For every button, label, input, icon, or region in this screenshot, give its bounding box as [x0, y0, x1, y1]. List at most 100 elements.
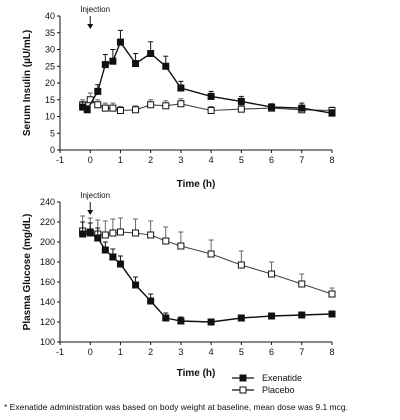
insulin-exenatide-point	[207, 92, 215, 100]
insulin-placebo-point	[116, 106, 124, 114]
insulin-y-tick-label: 40	[45, 11, 55, 21]
glucose-exenatide-point	[101, 246, 109, 254]
glucose-exenatide-point	[207, 318, 215, 326]
glucose-placebo-point	[132, 229, 140, 237]
insulin-y-tick-label: 35	[45, 28, 55, 38]
glucose-x-axis-title: Time (h)	[177, 368, 216, 379]
insulin-placebo-point	[237, 105, 245, 113]
insulin-y-tick-label: 15	[45, 95, 55, 105]
insulin-x-tick-label: 1	[118, 155, 123, 165]
insulin-exenatide-point	[268, 103, 276, 111]
insulin-exenatide-point	[101, 61, 109, 69]
glucose-y-tick-label: 100	[40, 337, 55, 347]
insulin-injection-arrow-head	[87, 24, 94, 29]
glucose-placebo-point	[101, 231, 109, 239]
glucose-x-tick-label: 3	[178, 347, 183, 357]
legend: Exenatide Placebo	[232, 373, 302, 395]
insulin-x-tick-label: 4	[209, 155, 214, 165]
footnote: * Exenatide administration was based on …	[4, 402, 348, 412]
glucose-exenatide-point	[109, 253, 117, 261]
insulin-x-tick-label: 7	[299, 155, 304, 165]
glucose-y-tick-label: 120	[40, 317, 55, 327]
insulin-exenatide-point	[83, 106, 91, 114]
insulin-x-tick-label: 5	[239, 155, 244, 165]
glucose-exenatide-point	[162, 314, 170, 322]
insulin-y-tick-label: 5	[50, 128, 55, 138]
insulin-injection-label: Injection	[80, 5, 110, 14]
insulin-x-axis-title: Time (h)	[177, 179, 216, 190]
insulin-x-tick-label: 3	[178, 155, 183, 165]
insulin-placebo-point	[132, 106, 140, 114]
insulin-y-tick-label: 10	[45, 112, 55, 122]
glucose-y-tick-label: 240	[40, 197, 55, 207]
insulin-exenatide-point	[298, 104, 306, 112]
insulin-placebo-point	[101, 104, 109, 112]
insulin-x-tick-label: -1	[56, 155, 64, 165]
glucose-injection-arrow-head	[87, 210, 94, 215]
insulin-y-tick-label: 0	[50, 145, 55, 155]
glucose-placebo-point	[328, 290, 336, 298]
glucose-exenatide-line	[82, 232, 333, 323]
glucose-panel: 100 120 140 160 180 200 220 240 -1 0 1 2 3 4 5 6 7 8 Time …	[22, 191, 336, 379]
glucose-exenatide-point	[94, 234, 102, 242]
legend-placebo-marker	[239, 386, 247, 394]
glucose-injection-label: Injection	[80, 191, 110, 200]
insulin-exenatide-point	[162, 62, 170, 70]
insulin-exenatide-point	[109, 57, 117, 65]
glucose-y-tick-label: 220	[40, 217, 55, 227]
glucose-exenatide-point	[79, 230, 87, 238]
insulin-y-tick-label: 25	[45, 61, 55, 71]
glucose-placebo-point	[207, 250, 215, 258]
glucose-exenatide-point	[237, 314, 245, 322]
legend-exenatide-marker	[239, 374, 247, 382]
glucose-x-tick-label: 4	[209, 347, 214, 357]
insulin-placebo-point	[177, 100, 185, 108]
glucose-x-tick-label: 1	[118, 347, 123, 357]
glucose-exenatide-point	[86, 229, 94, 237]
glucose-exenatide-point	[268, 312, 276, 320]
glucose-x-tick-label: 8	[329, 347, 334, 357]
legend-placebo-label: Placebo	[262, 385, 295, 395]
glucose-placebo-point	[147, 231, 155, 239]
glucose-exenatide-point	[116, 260, 124, 268]
insulin-exenatide-point	[147, 50, 155, 58]
glucose-exenatide-point	[177, 317, 185, 325]
insulin-exenatide-point	[328, 109, 336, 117]
insulin-exenatide-line	[82, 40, 333, 114]
insulin-exenatide-point	[177, 84, 185, 92]
glucose-placebo-point	[116, 228, 124, 236]
glucose-exenatide-point	[147, 297, 155, 305]
insulin-y-axis-title: Serum Insulin (µU/mL)	[22, 30, 33, 136]
glucose-y-axis-title: Plasma Glucose (mg/dL)	[22, 214, 33, 331]
glucose-x-tick-label: 2	[148, 347, 153, 357]
glucose-y-tick-label: 160	[40, 277, 55, 287]
insulin-y-tick-label: 30	[45, 45, 55, 55]
glucose-placebo-point	[109, 229, 117, 237]
glucose-placebo-point	[162, 237, 170, 245]
glucose-y-tick-label: 140	[40, 297, 55, 307]
glucose-placebo-point	[268, 270, 276, 278]
insulin-x-tick-label: 2	[148, 155, 153, 165]
glucose-exenatide-point	[132, 281, 140, 289]
glucose-y-tick-label: 200	[40, 237, 55, 247]
glucose-exenatide-point	[328, 310, 336, 318]
insulin-x-tick-label: 6	[269, 155, 274, 165]
insulin-x-tick-label: 0	[88, 155, 93, 165]
glucose-x-tick-label: -1	[56, 347, 64, 357]
glucose-x-tick-label: 6	[269, 347, 274, 357]
glucose-placebo-point	[298, 280, 306, 288]
insulin-exenatide-point	[132, 60, 140, 68]
glucose-x-tick-label: 0	[88, 347, 93, 357]
insulin-y-tick-label: 20	[45, 78, 55, 88]
insulin-exenatide-point	[237, 97, 245, 105]
insulin-x-tick-label: 8	[329, 155, 334, 165]
insulin-placebo-point	[162, 102, 170, 110]
legend-exenatide-label: Exenatide	[262, 373, 302, 383]
glucose-x-tick-label: 7	[299, 347, 304, 357]
insulin-placebo-point	[207, 106, 215, 114]
insulin-placebo-point	[94, 101, 102, 109]
insulin-placebo-point	[147, 101, 155, 109]
